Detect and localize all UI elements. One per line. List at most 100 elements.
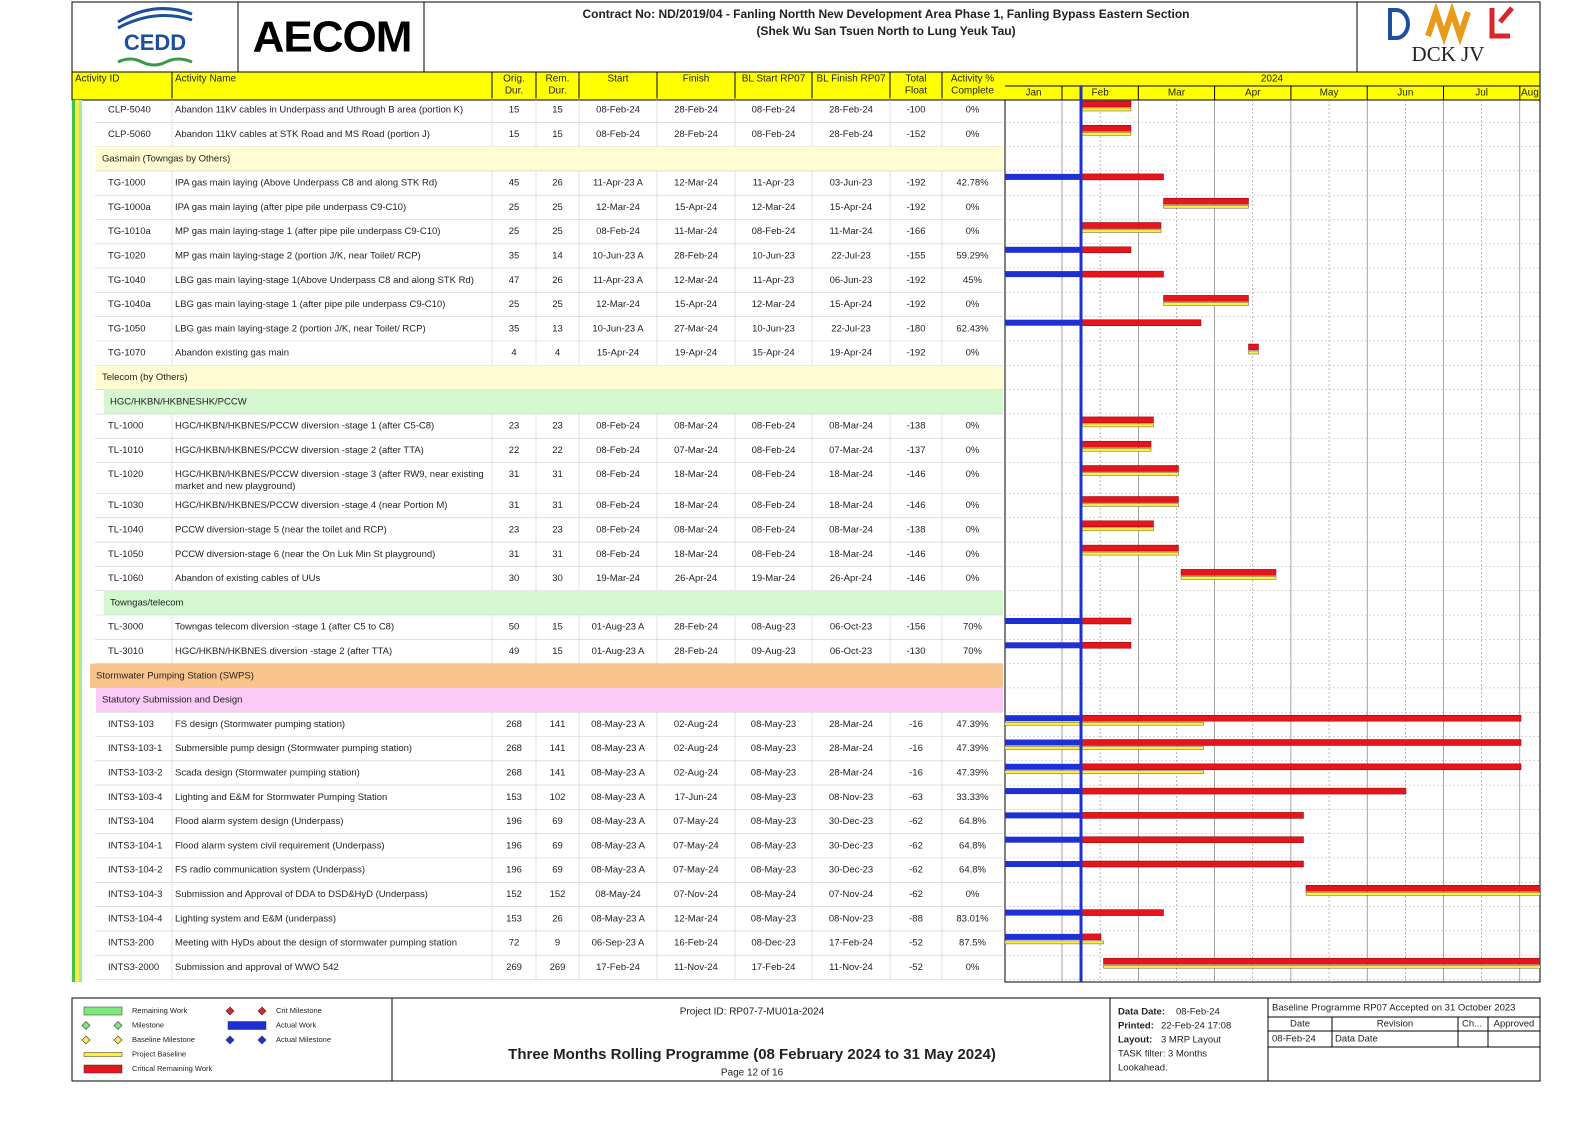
- cell: 26-Apr-24: [830, 573, 872, 584]
- activity-id: TG-1040a: [108, 299, 151, 310]
- cell: -16: [909, 743, 923, 754]
- cell: 196: [506, 840, 522, 851]
- month-label: Mar: [1168, 88, 1186, 99]
- cell: 0%: [966, 573, 980, 584]
- cell: 02-Aug-24: [674, 743, 718, 754]
- critical-remaining-bar: [1081, 545, 1179, 551]
- cell: 08-Mar-24: [829, 421, 873, 432]
- cell: 31: [509, 469, 520, 480]
- critical-remaining-bar: [1306, 885, 1588, 891]
- cell: 08-May-23: [751, 743, 796, 754]
- month-label: Jul: [1475, 88, 1488, 99]
- activity-name: IPA gas main laying (Above Underpass C8 …: [175, 178, 437, 189]
- column-header-label: Total: [905, 74, 926, 85]
- activity-id: INTS3-103-4: [108, 792, 162, 803]
- cell: 19-Apr-24: [830, 348, 872, 359]
- activity-name: PCCW diversion-stage 5 (near the toilet …: [175, 524, 387, 535]
- cell: 12-Mar-24: [752, 202, 796, 213]
- cell: -192: [906, 178, 925, 189]
- cell: 15: [552, 129, 563, 140]
- cell: -156: [906, 622, 925, 633]
- cell: 08-Feb-24: [752, 500, 796, 511]
- activity-name: MP gas main laying-stage 2 (portion J/K,…: [175, 250, 421, 261]
- cell: 269: [506, 962, 522, 973]
- rev-header: Ch...: [1462, 1019, 1482, 1030]
- cell: 18-Mar-24: [829, 500, 873, 511]
- cell: 07-May-24: [673, 816, 718, 827]
- cell: -138: [906, 421, 925, 432]
- legend-label: Critical Remaining Work: [132, 1064, 213, 1073]
- activity-name: FS design (Stormwater pumping station): [175, 719, 345, 730]
- printed: 22-Feb-24 17:08: [1161, 1021, 1231, 1032]
- cell: -146: [906, 500, 925, 511]
- cell: -146: [906, 573, 925, 584]
- cell: 30: [552, 573, 563, 584]
- activity-id: CLP-5040: [108, 105, 151, 116]
- aecom-logo: AECOM: [253, 13, 412, 62]
- baseline-bar: [926, 941, 1104, 944]
- cell: 06-Jun-23: [830, 275, 873, 286]
- cell: 08-Feb-24: [596, 226, 640, 237]
- column-header-label: Float: [905, 86, 927, 97]
- column-header-label: Orig.: [503, 74, 525, 85]
- activity-name: PCCW diversion-stage 6 (near the On Luk …: [175, 549, 435, 560]
- cell: 08-May-23 A: [591, 816, 646, 827]
- activity-name: Abandon 11kV cables at STK Road and MS R…: [175, 129, 430, 140]
- cell: 02-Aug-24: [674, 767, 718, 778]
- legend-swatch: [84, 1053, 122, 1057]
- critical-remaining-bar: [1081, 740, 1521, 746]
- cell: 12-Mar-24: [674, 275, 718, 286]
- cell: 12-Mar-24: [596, 299, 640, 310]
- cell: 08-Feb-24: [596, 469, 640, 480]
- baseline-bar: [1081, 448, 1151, 451]
- baseline-bar: [1081, 504, 1179, 507]
- cell: 0%: [966, 348, 980, 359]
- activity-name: Lighting system and E&M (underpass): [175, 913, 336, 924]
- cell: 45: [509, 178, 520, 189]
- baseline-bar: [1164, 302, 1249, 305]
- cell: 18-Mar-24: [829, 469, 873, 480]
- critical-remaining-bar: [1081, 271, 1164, 277]
- cedd-logo: CEDD: [124, 30, 186, 55]
- critical-remaining-bar: [1081, 788, 1406, 794]
- column-header-label: Rem.: [546, 74, 570, 85]
- cell: 12-Mar-24: [674, 913, 718, 924]
- month-label: Feb: [1092, 88, 1110, 99]
- critical-remaining-bar: [1081, 497, 1179, 503]
- activity-id: INTS3-104-4: [108, 913, 162, 924]
- cell: 08-May-23: [751, 719, 796, 730]
- cell: 47: [509, 275, 520, 286]
- cell: -62: [909, 889, 923, 900]
- activity-id: INTS3-104: [108, 816, 154, 827]
- cell: 08-Feb-24: [596, 500, 640, 511]
- cell: -152: [906, 129, 925, 140]
- cell: 31: [509, 549, 520, 560]
- cell: 26: [552, 913, 563, 924]
- activity-id: TG-1070: [108, 348, 146, 359]
- cell: 0%: [966, 445, 980, 456]
- cell: 23: [552, 421, 563, 432]
- cell: 08-Feb-24: [752, 105, 796, 116]
- activity-name: LBG gas main laying-stage 1(Above Underp…: [175, 275, 474, 286]
- cell: 11-Nov-24: [829, 962, 873, 973]
- baseline-bar: [1081, 473, 1179, 476]
- cell: 12-Mar-24: [674, 178, 718, 189]
- cell: 08-May-23 A: [591, 840, 646, 851]
- cell: 0%: [966, 129, 980, 140]
- cell: 08-Feb-24: [596, 129, 640, 140]
- cell: 02-Aug-24: [674, 719, 718, 730]
- rev-date: 08-Feb-24: [1272, 1034, 1316, 1045]
- cell: 70%: [963, 646, 983, 657]
- critical-remaining-bar: [1081, 466, 1179, 472]
- activity-id: TL-1030: [108, 500, 143, 511]
- column-header-label: Complete: [951, 86, 994, 97]
- cell: 14: [552, 250, 563, 261]
- cell: 11-Apr-23 A: [593, 178, 644, 189]
- cell: 28-Feb-24: [829, 129, 873, 140]
- cell: -180: [906, 323, 925, 334]
- cell: 18-Mar-24: [674, 469, 718, 480]
- cell: 12-Mar-24: [596, 202, 640, 213]
- baseline-note: Baseline Programme RP07 Accepted on 31 O…: [1272, 1003, 1515, 1014]
- column-header-label: Activity ID: [75, 74, 119, 85]
- cell: 30-Dec-23: [829, 840, 873, 851]
